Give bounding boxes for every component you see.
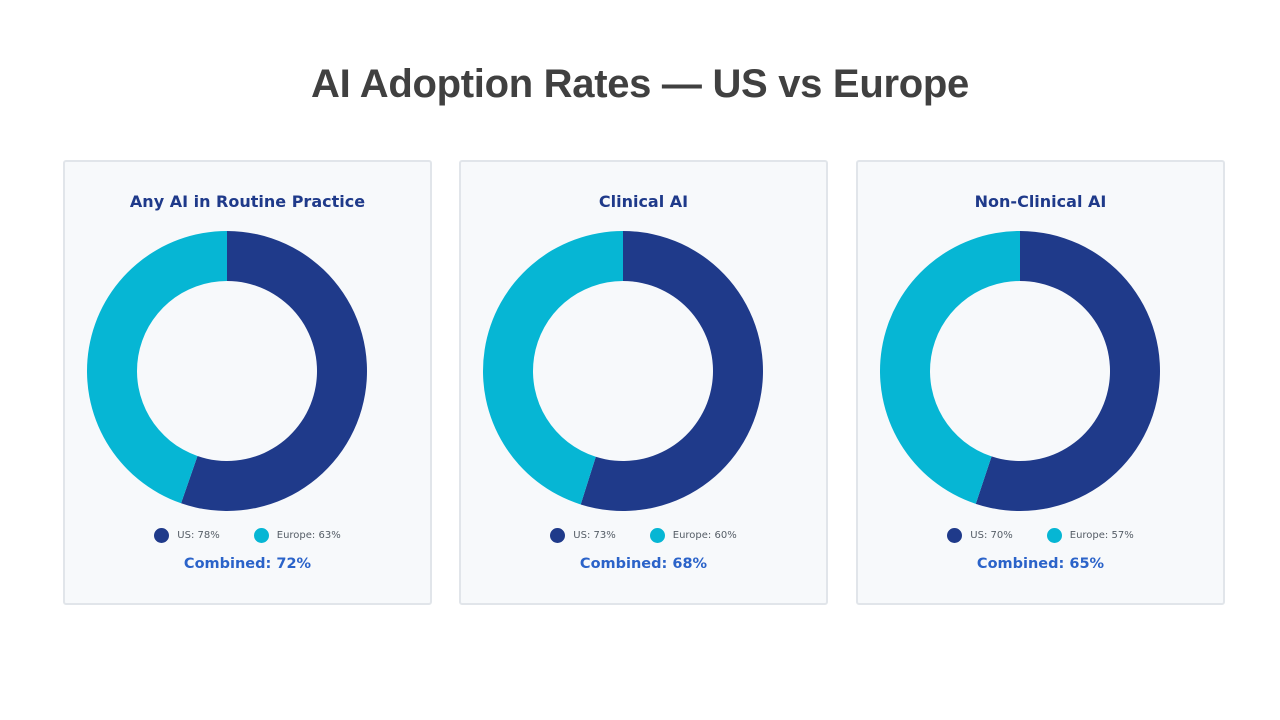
- legend-label-europe: Europe: 63%: [276, 530, 341, 541]
- legend-label-us: US: 73%: [573, 530, 616, 541]
- chart-card-non-clinical-ai: Non-Clinical AI US: 70% Europe: 57% Comb…: [856, 160, 1225, 605]
- combined-value: Combined: 68%: [579, 556, 708, 572]
- legend-swatch-europe: [649, 528, 665, 543]
- donut-slice-europe: [880, 231, 1020, 504]
- chart-title: Clinical AI: [598, 192, 689, 211]
- legend-item-us: US: 70%: [947, 528, 1013, 543]
- legend-item-europe: Europe: 60%: [649, 528, 737, 543]
- legend-swatch-us: [947, 528, 963, 543]
- legend-item-europe: Europe: 57%: [1046, 528, 1134, 543]
- legend-label-europe: Europe: 57%: [1069, 530, 1134, 541]
- legend: US: 78% Europe: 63%: [65, 528, 430, 543]
- legend-item-us: US: 78%: [154, 528, 220, 543]
- legend-label-us: US: 70%: [970, 530, 1013, 541]
- combined-value: Combined: 65%: [976, 556, 1105, 572]
- legend-label-us: US: 78%: [177, 530, 220, 541]
- chart-title: Non-Clinical AI: [974, 192, 1107, 211]
- donut-slice-us: [975, 231, 1160, 511]
- donut-chart: [880, 231, 1160, 511]
- legend-label-europe: Europe: 60%: [672, 530, 737, 541]
- donut-chart: [483, 231, 763, 511]
- donut-chart: [87, 231, 368, 511]
- legend-swatch-europe: [1046, 528, 1062, 543]
- legend-item-us: US: 73%: [550, 528, 616, 543]
- chart-title: Any AI in Routine Practice: [129, 192, 366, 211]
- combined-value: Combined: 72%: [183, 556, 312, 572]
- legend: US: 70% Europe: 57%: [858, 528, 1223, 543]
- legend-swatch-europe: [253, 528, 269, 543]
- donut-slice-us: [580, 231, 763, 511]
- page-title: AI Adoption Rates — US vs Europe: [311, 62, 969, 106]
- donut-slice-us: [181, 231, 368, 511]
- donut-slice-europe: [87, 231, 227, 504]
- donut-slice-europe: [483, 231, 623, 505]
- chart-card-any-ai: Any AI in Routine Practice US: 78% Europ…: [63, 160, 432, 605]
- legend: US: 73% Europe: 60%: [461, 528, 826, 543]
- legend-item-europe: Europe: 63%: [253, 528, 341, 543]
- chart-card-clinical-ai: Clinical AI US: 73% Europe: 60% Combined…: [459, 160, 828, 605]
- legend-swatch-us: [550, 528, 566, 543]
- legend-swatch-us: [154, 528, 170, 543]
